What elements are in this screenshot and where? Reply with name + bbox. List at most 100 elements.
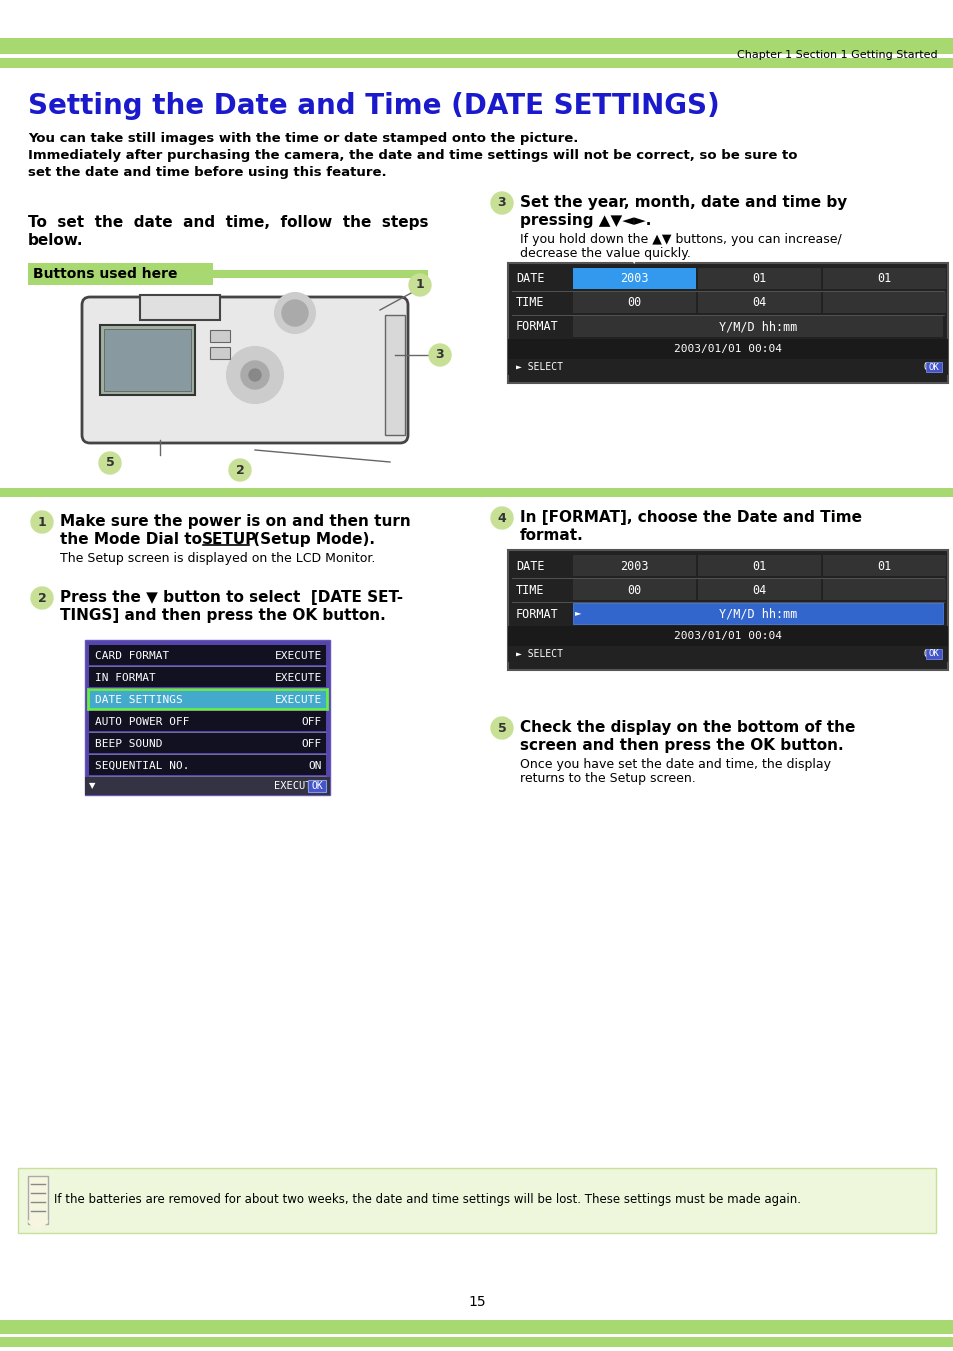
Bar (89, 755, 326, 775)
Text: FORMAT: FORMAT (516, 608, 558, 620)
Text: ON: ON (308, 761, 322, 771)
Text: Setting the Date and Time (DATE SETTINGS): Setting the Date and Time (DATE SETTINGS… (28, 92, 719, 120)
Circle shape (409, 274, 431, 296)
Text: 2003/01/01 00:04: 2003/01/01 00:04 (673, 631, 781, 640)
Circle shape (229, 459, 251, 481)
Bar (0, 58, 953, 68)
Text: OK: OK (923, 648, 941, 659)
Bar (88, 689, 327, 709)
Text: IN FORMAT: IN FORMAT (95, 673, 155, 684)
Text: OK: OK (927, 362, 939, 372)
Text: ► SELECT: ► SELECT (516, 362, 562, 372)
Circle shape (491, 192, 513, 213)
Text: 01: 01 (876, 559, 890, 573)
Bar (18, 1169, 935, 1233)
Text: Press the ▼ button to select  [DATE SET-: Press the ▼ button to select [DATE SET- (60, 590, 403, 605)
Text: EXECUTE: EXECUTE (274, 651, 322, 661)
Bar (210, 330, 230, 342)
Bar (698, 580, 821, 600)
Bar (89, 711, 326, 731)
Text: pressing ▲▼◄►.: pressing ▲▼◄►. (519, 213, 651, 228)
Bar (507, 626, 947, 646)
Text: 01: 01 (751, 273, 765, 285)
Circle shape (30, 586, 53, 609)
Text: OK: OK (923, 362, 941, 372)
Text: 15: 15 (468, 1296, 485, 1309)
FancyBboxPatch shape (82, 297, 408, 443)
Text: Buttons used here: Buttons used here (33, 267, 177, 281)
Bar (308, 780, 326, 792)
Bar (507, 646, 947, 662)
Bar (822, 267, 945, 289)
Text: AUTO POWER OFF: AUTO POWER OFF (95, 717, 190, 727)
Bar (822, 555, 945, 576)
Circle shape (491, 507, 513, 530)
Bar (573, 555, 696, 576)
Text: You can take still images with the time or date stamped onto the picture.: You can take still images with the time … (28, 132, 578, 145)
Text: screen and then press the OK button.: screen and then press the OK button. (519, 738, 842, 753)
Text: If you hold down the ▲▼ buttons, you can increase/: If you hold down the ▲▼ buttons, you can… (519, 232, 841, 246)
Bar (85, 640, 330, 794)
Bar (28, 263, 213, 285)
Text: 2003/01/01 00:04: 2003/01/01 00:04 (673, 345, 781, 354)
Text: BEEP SOUND: BEEP SOUND (95, 739, 162, 748)
Bar (698, 267, 821, 289)
Bar (385, 315, 405, 435)
Bar (573, 316, 942, 336)
Text: Make sure the power is on and then turn: Make sure the power is on and then turn (60, 513, 411, 530)
Text: 01: 01 (751, 559, 765, 573)
Text: EXECUTE: EXECUTE (274, 781, 324, 790)
Text: TINGS] and then press the OK button.: TINGS] and then press the OK button. (60, 608, 385, 623)
Circle shape (227, 347, 283, 403)
Bar (104, 330, 191, 390)
Text: EXECUTE: EXECUTE (274, 694, 322, 705)
Polygon shape (28, 1221, 48, 1232)
Text: format.: format. (519, 528, 583, 543)
Circle shape (30, 511, 53, 534)
Text: Set the year, month, date and time by: Set the year, month, date and time by (519, 195, 846, 209)
Text: below.: below. (28, 232, 84, 249)
Bar (100, 326, 194, 394)
Text: (Setup Mode).: (Setup Mode). (248, 532, 375, 547)
Text: 04: 04 (751, 296, 765, 309)
Bar (28, 1175, 48, 1224)
Text: 00: 00 (626, 296, 640, 309)
Bar (507, 263, 947, 382)
Text: TIME: TIME (516, 296, 544, 309)
Text: 2003: 2003 (619, 559, 648, 573)
Circle shape (429, 345, 451, 366)
Text: 4: 4 (497, 512, 506, 524)
Text: 2: 2 (235, 463, 244, 477)
Text: If the batteries are removed for about two weeks, the date and time settings wil: If the batteries are removed for about t… (54, 1193, 801, 1206)
Text: 1: 1 (416, 278, 424, 292)
Circle shape (249, 369, 261, 381)
Text: OFF: OFF (301, 717, 322, 727)
Text: SEQUENTIAL NO.: SEQUENTIAL NO. (95, 761, 190, 771)
Text: ▼: ▼ (89, 781, 95, 790)
Text: Y/M/D hh:mm: Y/M/D hh:mm (718, 320, 797, 334)
Text: ►: ► (575, 608, 581, 617)
Circle shape (99, 453, 121, 474)
Text: returns to the Setup screen.: returns to the Setup screen. (519, 771, 695, 785)
Text: Once you have set the date and time, the display: Once you have set the date and time, the… (519, 758, 830, 771)
Bar (822, 292, 945, 313)
Bar (925, 362, 941, 372)
Bar (507, 359, 947, 376)
Bar (0, 1320, 953, 1333)
Text: 2: 2 (37, 592, 47, 604)
Text: Immediately after purchasing the camera, the date and time settings will not be : Immediately after purchasing the camera,… (28, 149, 797, 162)
Text: decrease the value quickly.: decrease the value quickly. (519, 247, 690, 259)
Text: 1: 1 (37, 516, 47, 528)
Text: Y/M/D hh:mm: Y/M/D hh:mm (718, 608, 797, 620)
Bar (89, 644, 326, 665)
Bar (573, 603, 942, 624)
Bar (573, 267, 696, 289)
Bar (698, 555, 821, 576)
Text: 3: 3 (497, 196, 506, 209)
Bar (0, 488, 953, 497)
Bar (210, 347, 230, 359)
Text: In [FORMAT], choose the Date and Time: In [FORMAT], choose the Date and Time (519, 509, 862, 526)
Circle shape (274, 293, 314, 332)
Bar (573, 580, 696, 600)
Text: 5: 5 (497, 721, 506, 735)
